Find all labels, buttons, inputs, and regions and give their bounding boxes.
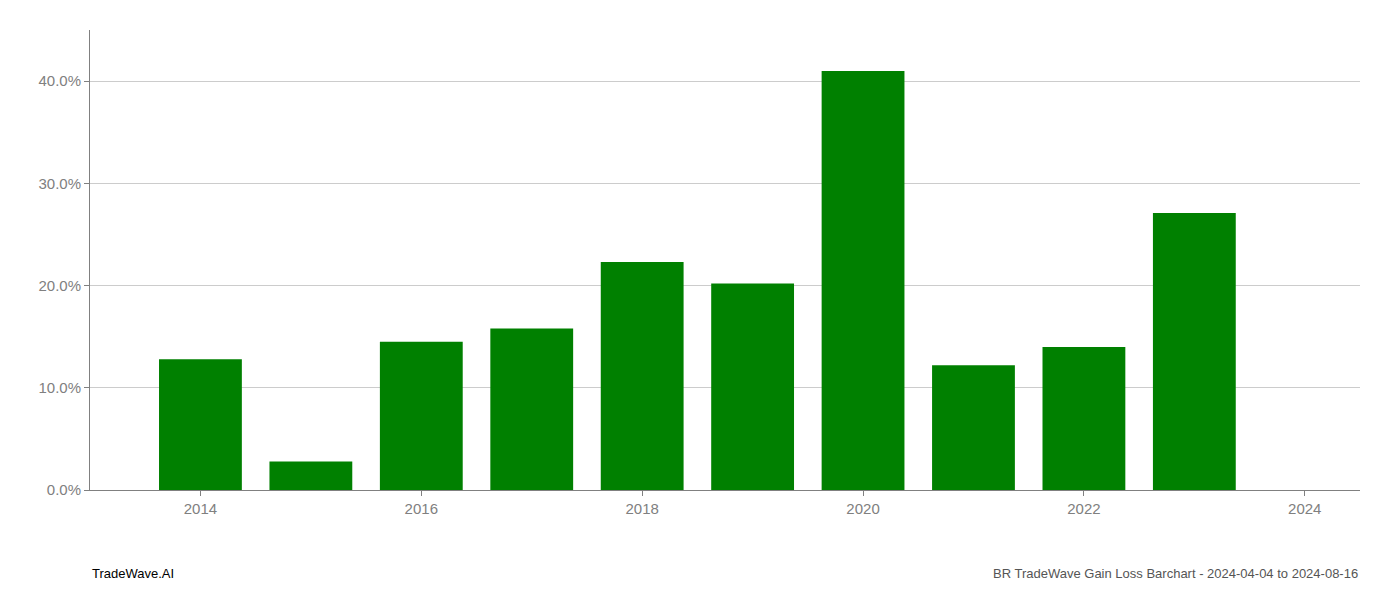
svg-text:2022: 2022 (1067, 500, 1100, 517)
svg-text:40.0%: 40.0% (38, 72, 81, 89)
svg-text:10.0%: 10.0% (38, 379, 81, 396)
svg-text:2024: 2024 (1288, 500, 1321, 517)
svg-text:2016: 2016 (405, 500, 438, 517)
svg-text:2020: 2020 (846, 500, 879, 517)
svg-text:BR TradeWave Gain Loss Barchar: BR TradeWave Gain Loss Barchart - 2024-0… (993, 566, 1358, 581)
svg-text:30.0%: 30.0% (38, 175, 81, 192)
svg-text:TradeWave.AI: TradeWave.AI (92, 566, 174, 581)
svg-text:2014: 2014 (184, 500, 217, 517)
svg-text:20.0%: 20.0% (38, 277, 81, 294)
svg-text:2018: 2018 (625, 500, 658, 517)
svg-text:0.0%: 0.0% (47, 481, 81, 498)
